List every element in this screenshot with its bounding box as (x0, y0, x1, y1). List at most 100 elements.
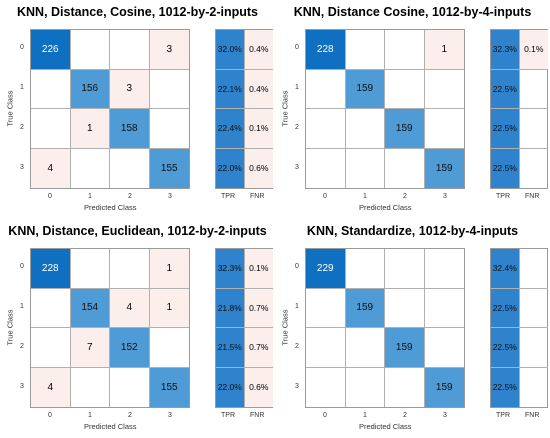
tpr-cell: 21.5% (216, 328, 245, 368)
matrix-cell (110, 149, 150, 189)
x-tick-label: 1 (88, 193, 92, 200)
matrix-cell (306, 289, 346, 329)
matrix-cell (306, 70, 346, 110)
y-axis-label: True Class (281, 298, 290, 358)
matrix-cell (346, 368, 386, 408)
x-tick-label: 1 (363, 412, 367, 419)
fnr-cell (520, 149, 549, 189)
x-tick-label: 0 (323, 193, 327, 200)
confusion-matrix-panel: KNN, Standardize, 1012-by-4-inputs 229 159… (275, 219, 550, 438)
x-tick-label: 3 (168, 193, 172, 200)
y-axis-label: True Class (281, 79, 290, 139)
matrix-cell (385, 149, 425, 189)
matrix-cell (346, 328, 386, 368)
x-tick-label: 2 (128, 193, 132, 200)
matrix-cell: 1 (425, 30, 465, 70)
matrix-cell (385, 249, 425, 289)
matrix-cell (110, 30, 150, 70)
y-tick-label: 2 (20, 124, 24, 131)
matrix-cell (425, 328, 465, 368)
matrix-cell: 3 (110, 70, 150, 110)
matrix-cell: 159 (385, 328, 425, 368)
matrix-cell (71, 30, 111, 70)
tpr-fnr-summary: 32.3% 0.1% 21.8% 0.7% 21.5% 0.7% 22.0% 0.6% (215, 248, 273, 408)
tpr-cell: 22.5% (491, 289, 520, 329)
tpr-column-label: TPR (496, 412, 510, 419)
matrix-cell: 156 (71, 70, 111, 110)
panel-title: KNN, Distance, Euclidean, 1012-by-2-inpu… (0, 224, 275, 238)
matrix-cell (71, 249, 111, 289)
matrix-cell: 1 (150, 249, 190, 289)
x-tick-label: 0 (323, 412, 327, 419)
fnr-cell (520, 328, 549, 368)
fnr-cell: 0.1% (245, 109, 274, 149)
tpr-cell: 22.5% (491, 70, 520, 110)
matrix-cell (31, 70, 71, 110)
fnr-column-label: FNR (250, 193, 264, 200)
tpr-column-label: TPR (221, 193, 235, 200)
x-tick-label: 2 (403, 412, 407, 419)
matrix-cell: 4 (110, 289, 150, 329)
matrix-cell (346, 109, 386, 149)
x-tick-label: 3 (443, 412, 447, 419)
x-axis-label: Predicted Class (84, 203, 137, 212)
matrix-cell (425, 249, 465, 289)
matrix-cell (71, 368, 111, 408)
y-tick-label: 2 (295, 343, 299, 350)
matrix-cell: 3 (150, 30, 190, 70)
matrix-cell: 159 (425, 149, 465, 189)
tpr-fnr-summary: 32.3% 0.1% 22.5% 22.5% 22.5% (490, 29, 548, 189)
fnr-column-label: FNR (525, 193, 539, 200)
x-tick-label: 0 (48, 412, 52, 419)
matrix-cell: 159 (346, 70, 386, 110)
x-tick-label: 1 (88, 412, 92, 419)
y-tick-label: 1 (20, 303, 24, 310)
tpr-cell: 22.5% (491, 328, 520, 368)
tpr-cell: 22.4% (216, 109, 245, 149)
fnr-cell (520, 289, 549, 329)
fnr-cell: 0.6% (245, 149, 274, 189)
matrix-cell (425, 109, 465, 149)
matrix-cell: 4 (31, 368, 71, 408)
matrix-cell (150, 328, 190, 368)
y-tick-label: 1 (295, 303, 299, 310)
matrix-cell (425, 70, 465, 110)
tpr-cell: 32.4% (491, 249, 520, 289)
matrix-cell: 228 (306, 30, 346, 70)
matrix-cell (385, 289, 425, 329)
x-axis-label: Predicted Class (84, 422, 137, 431)
panel-title: KNN, Standardize, 1012-by-4-inputs (275, 224, 550, 238)
y-axis-label: True Class (6, 298, 15, 358)
fnr-cell (520, 70, 549, 110)
fnr-cell (520, 249, 549, 289)
matrix-cell (306, 328, 346, 368)
matrix-cell: 159 (425, 368, 465, 408)
matrix-cell (346, 149, 386, 189)
x-tick-label: 1 (363, 193, 367, 200)
matrix-cell: 228 (31, 249, 71, 289)
x-tick-label: 3 (168, 412, 172, 419)
y-tick-label: 3 (20, 164, 24, 171)
matrix-cell: 7 (71, 328, 111, 368)
matrix-cell (150, 109, 190, 149)
x-tick-label: 2 (128, 412, 132, 419)
confusion-matrix-panel: KNN, Distance, Euclidean, 1012-by-2-inpu… (0, 219, 275, 438)
confusion-matrix-panel: KNN, Distance Cosine, 1012-by-4-inputs 22… (275, 0, 550, 219)
y-tick-label: 2 (295, 124, 299, 131)
tpr-cell: 32.0% (216, 30, 245, 70)
tpr-column-label: TPR (496, 193, 510, 200)
fnr-cell: 0.6% (245, 368, 274, 408)
matrix-cell: 1 (150, 289, 190, 329)
x-axis-label: Predicted Class (359, 203, 412, 212)
x-tick-label: 0 (48, 193, 52, 200)
matrix-cell: 154 (71, 289, 111, 329)
matrix-cell: 226 (31, 30, 71, 70)
matrix-cell: 4 (31, 149, 71, 189)
matrix-cell: 155 (150, 149, 190, 189)
matrix-cell (31, 109, 71, 149)
matrix-cell (346, 30, 386, 70)
matrix-cell (346, 249, 386, 289)
fnr-cell: 0.7% (245, 328, 274, 368)
x-tick-label: 2 (403, 193, 407, 200)
matrix-cell (385, 30, 425, 70)
